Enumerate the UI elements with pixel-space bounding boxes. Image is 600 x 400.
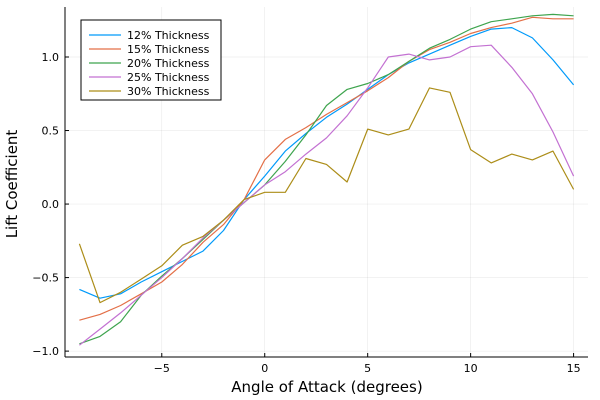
y-tick-label: 0.0 bbox=[42, 198, 60, 211]
y-tick-label: 0.5 bbox=[42, 125, 60, 138]
x-tick-label: −5 bbox=[154, 362, 170, 375]
series-line-1 bbox=[79, 27, 575, 299]
x-axis-title: Angle of Attack (degrees) bbox=[231, 378, 422, 396]
series-line-4 bbox=[79, 44, 575, 346]
x-tick-label: 0 bbox=[261, 362, 268, 375]
series-line-3 bbox=[79, 13, 574, 345]
series-line-5 bbox=[78, 87, 575, 304]
legend-box bbox=[80, 19, 222, 101]
x-tick-label: 10 bbox=[464, 362, 478, 375]
y-tick-label: −1.0 bbox=[32, 345, 59, 358]
y-axis-title: Lift Coefficient bbox=[3, 130, 21, 239]
legend-label-4: 25% Thickness bbox=[127, 71, 210, 84]
grid bbox=[65, 7, 588, 357]
axes bbox=[64, 7, 588, 358]
legend-label-5: 30% Thickness bbox=[127, 85, 210, 98]
legend-label-1: 12% Thickness bbox=[127, 29, 210, 42]
y-tick-label: −0.5 bbox=[32, 272, 59, 285]
series-line-2 bbox=[79, 16, 574, 321]
legend-label-2: 15% Thickness bbox=[127, 43, 210, 56]
y-tick-label: 1.0 bbox=[42, 51, 60, 64]
x-ticks: −5 0 5 10 15 bbox=[154, 353, 581, 375]
x-tick-label: 15 bbox=[567, 362, 581, 375]
x-tick-label: 5 bbox=[364, 362, 371, 375]
legend-label-3: 20% Thickness bbox=[127, 57, 210, 70]
series-lines bbox=[78, 13, 575, 346]
y-ticks: −1.0 −0.5 0.0 0.5 1.0 bbox=[32, 51, 69, 358]
